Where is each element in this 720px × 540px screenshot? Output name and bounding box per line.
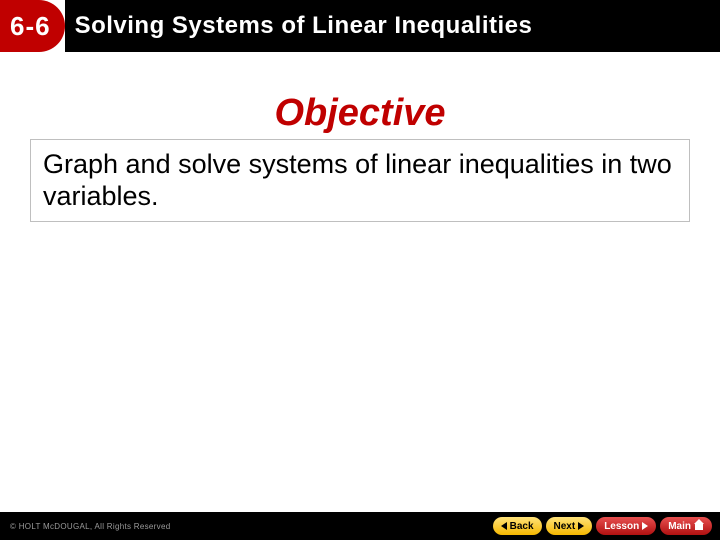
chevron-left-icon bbox=[501, 522, 507, 530]
main-label: Main bbox=[668, 521, 691, 532]
page-title: Solving Systems of Linear Inequalities bbox=[75, 12, 533, 40]
copyright-text: © HOLT McDOUGAL, All Rights Reserved bbox=[10, 522, 170, 531]
header-title-wrap: Solving Systems of Linear Inequalities bbox=[65, 0, 720, 52]
objective-box: Graph and solve systems of linear inequa… bbox=[30, 139, 690, 222]
main-button[interactable]: Main bbox=[660, 517, 712, 535]
lesson-number: 6-6 bbox=[10, 11, 51, 42]
back-button[interactable]: Back bbox=[493, 517, 542, 535]
footer-bar: © HOLT McDOUGAL, All Rights Reserved Bac… bbox=[0, 512, 720, 540]
back-label: Back bbox=[510, 521, 534, 532]
objective-heading: Objective bbox=[30, 92, 690, 135]
lesson-button[interactable]: Lesson bbox=[596, 517, 656, 535]
header-bar: 6-6 Solving Systems of Linear Inequaliti… bbox=[0, 0, 720, 52]
lesson-label: Lesson bbox=[604, 521, 639, 532]
lesson-number-pill: 6-6 bbox=[0, 0, 65, 52]
content-area: Objective Graph and solve systems of lin… bbox=[0, 52, 720, 222]
nav-buttons: Back Next Lesson Main bbox=[493, 517, 712, 535]
next-button[interactable]: Next bbox=[546, 517, 593, 535]
objective-text: Graph and solve systems of linear inequa… bbox=[43, 149, 672, 211]
chevron-right-icon bbox=[578, 522, 584, 530]
home-icon bbox=[694, 522, 704, 530]
next-label: Next bbox=[554, 521, 576, 532]
chevron-right-icon bbox=[642, 522, 648, 530]
